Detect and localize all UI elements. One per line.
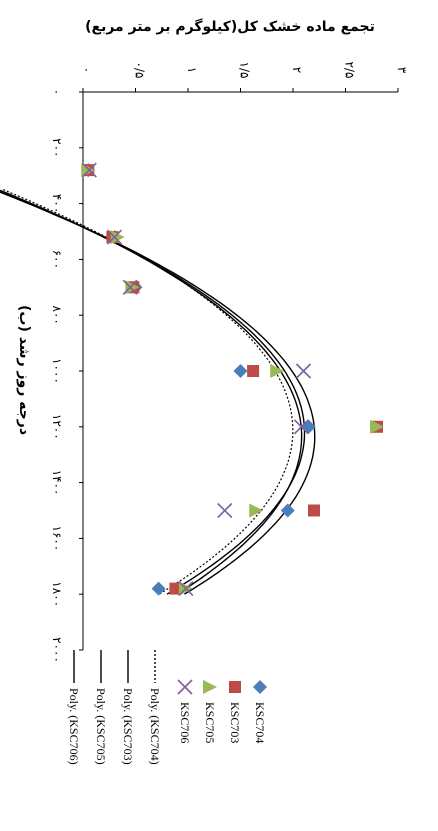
x-tick-label: ۴۰۰ bbox=[50, 194, 64, 213]
data-point bbox=[106, 229, 123, 245]
data-point bbox=[233, 364, 248, 378]
legend-label: Poly. (KSC703) bbox=[121, 688, 135, 765]
data-point bbox=[293, 419, 309, 435]
x-tick-label: ۶۰۰ bbox=[50, 250, 64, 269]
y-tick-label: ۲/۵ bbox=[343, 62, 357, 79]
x-tick-label: ۲۰۰ bbox=[50, 138, 64, 157]
legend-marker bbox=[229, 681, 241, 693]
legend: KSC704 KSC703 KSC705 KSC706 Poly. (KSC704) Po… bbox=[67, 650, 267, 765]
x-axis-title: درجه روز رشد (ب) bbox=[16, 305, 32, 435]
legend-label: KSC705 bbox=[203, 702, 217, 743]
legend-label: Poly. (KSC705) bbox=[94, 688, 108, 765]
x-tick-label: ۰ bbox=[50, 89, 64, 95]
x-tick-label: ۱۴۰۰ bbox=[50, 470, 64, 496]
legend-label: KSC703 bbox=[228, 702, 242, 743]
trendline bbox=[0, 191, 316, 595]
y-tick-label: ۱/۵ bbox=[238, 62, 252, 79]
data-point bbox=[81, 162, 97, 178]
legend-label: KSC704 bbox=[253, 702, 267, 743]
trendline bbox=[0, 191, 306, 595]
y-axis-title: تجمع ماده خشک کل(کیلوگرم بر متر مربع) bbox=[85, 18, 375, 35]
legend-marker bbox=[203, 680, 217, 694]
trendline bbox=[0, 189, 303, 595]
legend-marker bbox=[177, 679, 193, 695]
data-point bbox=[110, 230, 125, 245]
x-tick-label: ۱۰۰۰ bbox=[50, 358, 64, 384]
data-point bbox=[178, 581, 194, 597]
data-point bbox=[169, 582, 182, 595]
data-point bbox=[151, 581, 166, 596]
data-point bbox=[217, 502, 233, 519]
data-point bbox=[295, 363, 312, 379]
data-point bbox=[249, 503, 264, 518]
data-point bbox=[125, 280, 140, 295]
trendline bbox=[2, 189, 294, 595]
data-point bbox=[308, 504, 320, 517]
x-tick-label: ۱۲۰۰ bbox=[50, 414, 64, 440]
plot-area bbox=[0, 88, 399, 651]
legend-marker bbox=[253, 680, 267, 694]
data-point bbox=[280, 503, 295, 518]
data-point bbox=[270, 364, 285, 378]
x-tick-label: ۱۶۰۰ bbox=[50, 526, 64, 552]
x-tick-label: ۱۸۰۰ bbox=[50, 581, 64, 607]
x-ticks: ۰ ۲۰۰ ۴۰۰ ۶۰۰ ۸۰۰ ۱۰۰۰ ۱۲۰۰ ۱۴۰۰ ۱۶۰۰ ۱۸۰۰ ۲۰۰۰ bbox=[50, 89, 64, 663]
data-point bbox=[370, 419, 384, 434]
legend-label: Poly. (KSC706) bbox=[67, 688, 81, 765]
legend-label: Poly. (KSC704) bbox=[148, 688, 162, 765]
x-tick-label: ۲۰۰۰ bbox=[50, 637, 64, 663]
y-ticks: ۰ ۰/۵ ۱ ۱/۵ ۲ ۲/۵ ۳ bbox=[80, 62, 409, 79]
y-tick-label: ۰/۵ bbox=[133, 62, 147, 79]
x-tick-label: ۸۰۰ bbox=[50, 306, 64, 325]
y-tick-label: ۰ bbox=[80, 67, 94, 73]
y-tick-label: ۳ bbox=[395, 67, 409, 74]
data-point bbox=[122, 279, 138, 295]
y-tick-label: ۲ bbox=[290, 67, 304, 73]
legend-label: KSC706 bbox=[178, 702, 192, 743]
y-tick-label: ۱ bbox=[185, 67, 199, 73]
data-point bbox=[247, 365, 260, 377]
